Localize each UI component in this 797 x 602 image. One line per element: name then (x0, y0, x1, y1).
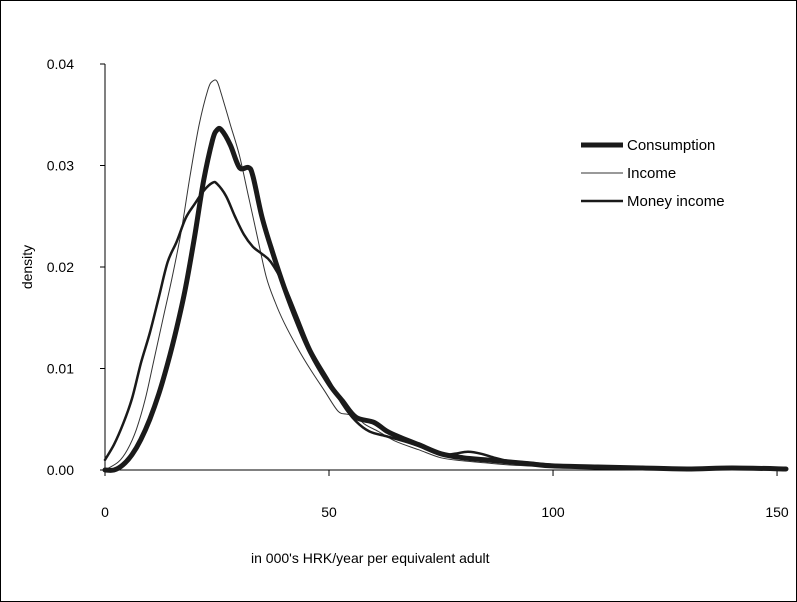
axes (104, 64, 786, 471)
x-tick-label: 0 (101, 504, 109, 520)
y-axis-label: density (19, 245, 35, 289)
x-tick-label: 150 (765, 504, 789, 520)
legend-label-income: Income (627, 165, 676, 182)
legend-label-money-income: Money income (627, 193, 725, 210)
y-ticks: 0.00 0.01 0.02 0.03 0.04 (47, 56, 105, 478)
legend-label-consumption: Consumption (627, 137, 715, 154)
series-line-consumption (102, 125, 789, 473)
y-tick-label: 0.04 (47, 56, 74, 72)
series-lines (102, 79, 789, 473)
series-line-money-income (103, 180, 788, 471)
x-ticks: 0 50 100 150 (101, 470, 789, 520)
x-axis-label: in 000's HRK/year per equivalent adult (251, 550, 490, 566)
y-tick-label: 0.03 (47, 158, 74, 174)
y-tick-label: 0.01 (47, 361, 74, 377)
y-tick-label: 0.02 (47, 259, 74, 275)
x-tick-label: 50 (321, 504, 337, 520)
x-tick-label: 100 (541, 504, 565, 520)
series-line-income (104, 79, 787, 471)
y-tick-label: 0.00 (47, 462, 74, 478)
legend: Consumption Income Money income (581, 137, 725, 210)
